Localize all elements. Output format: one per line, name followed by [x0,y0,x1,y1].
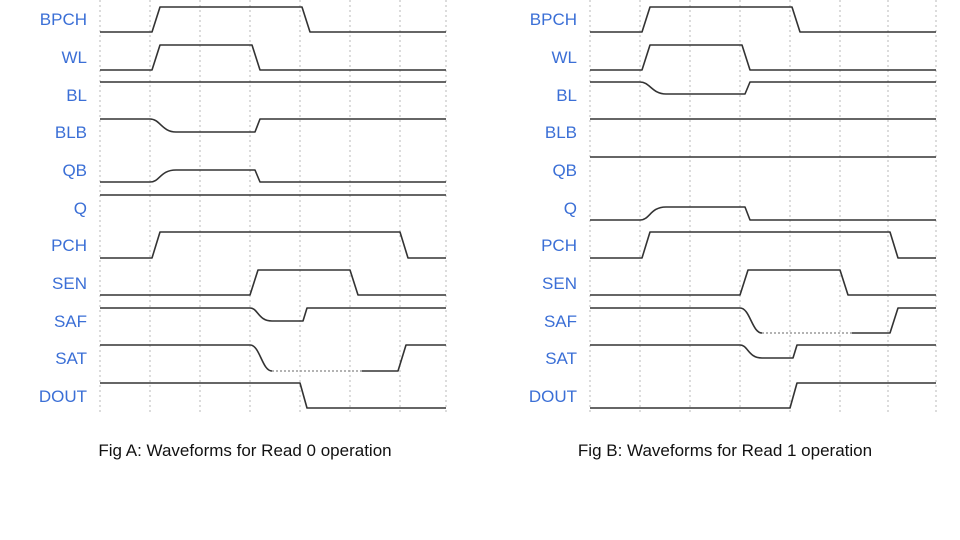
signal-label-blb: BLB [545,123,577,142]
wave-sen [100,269,446,296]
signal-label-dout: DOUT [39,387,87,406]
wave-sat [100,344,273,372]
signal-label-saf: SAF [54,312,87,331]
signal-label-sat: SAT [545,349,577,368]
panel-a-waves [100,6,446,409]
signal-label-dout: DOUT [529,387,577,406]
wave-saf-restore [852,307,936,334]
signal-label-bpch: BPCH [40,10,87,29]
wave-qb [100,169,446,183]
signal-label-pch: PCH [51,236,87,255]
wave-sat [590,344,936,359]
panel-a-caption: Fig A: Waveforms for Read 0 operation [98,441,391,460]
panel-b-waves [590,6,936,409]
panel-b: BPCH WL BL BLB QB Q PCH SEN SAF SAT DOUT [529,0,937,460]
wave-blb [100,118,446,133]
signal-label-q: Q [74,199,87,218]
signal-label-qb: QB [62,161,87,180]
panel-b-caption: Fig B: Waveforms for Read 1 operation [578,441,872,460]
wave-wl [100,44,446,71]
signal-label-sen: SEN [52,274,87,293]
wave-dout [590,382,936,409]
signal-label-qb: QB [552,161,577,180]
panel-b-labels: BPCH WL BL BLB QB Q PCH SEN SAF SAT DOUT [529,10,577,406]
wave-saf [100,307,446,322]
signal-label-bl: BL [66,86,87,105]
signal-label-wl: WL [552,48,578,67]
wave-bpch [590,6,936,33]
signal-label-q: Q [564,199,577,218]
wave-sen [590,269,936,296]
wave-q [590,206,936,221]
signal-label-saf: SAF [544,312,577,331]
panel-a-grid [99,0,447,412]
signal-label-blb: BLB [55,123,87,142]
wave-saf [590,307,763,334]
wave-bl [590,81,936,95]
wave-pch [590,231,936,259]
signal-label-wl: WL [62,48,88,67]
signal-label-bpch: BPCH [530,10,577,29]
panel-a-labels: BPCH WL BL BLB QB Q PCH SEN SAF SAT DOUT [39,10,87,406]
signal-label-pch: PCH [541,236,577,255]
wave-sat-restore [362,344,446,372]
signal-label-bl: BL [556,86,577,105]
panel-a: BPCH WL BL BLB QB Q PCH SEN SAF SAT DOUT [39,0,447,460]
wave-pch [100,231,446,259]
wave-wl [590,44,936,71]
wave-bpch [100,6,446,33]
wave-dout [100,382,446,409]
signal-label-sen: SEN [542,274,577,293]
signal-label-sat: SAT [55,349,87,368]
panel-b-grid [589,0,937,412]
